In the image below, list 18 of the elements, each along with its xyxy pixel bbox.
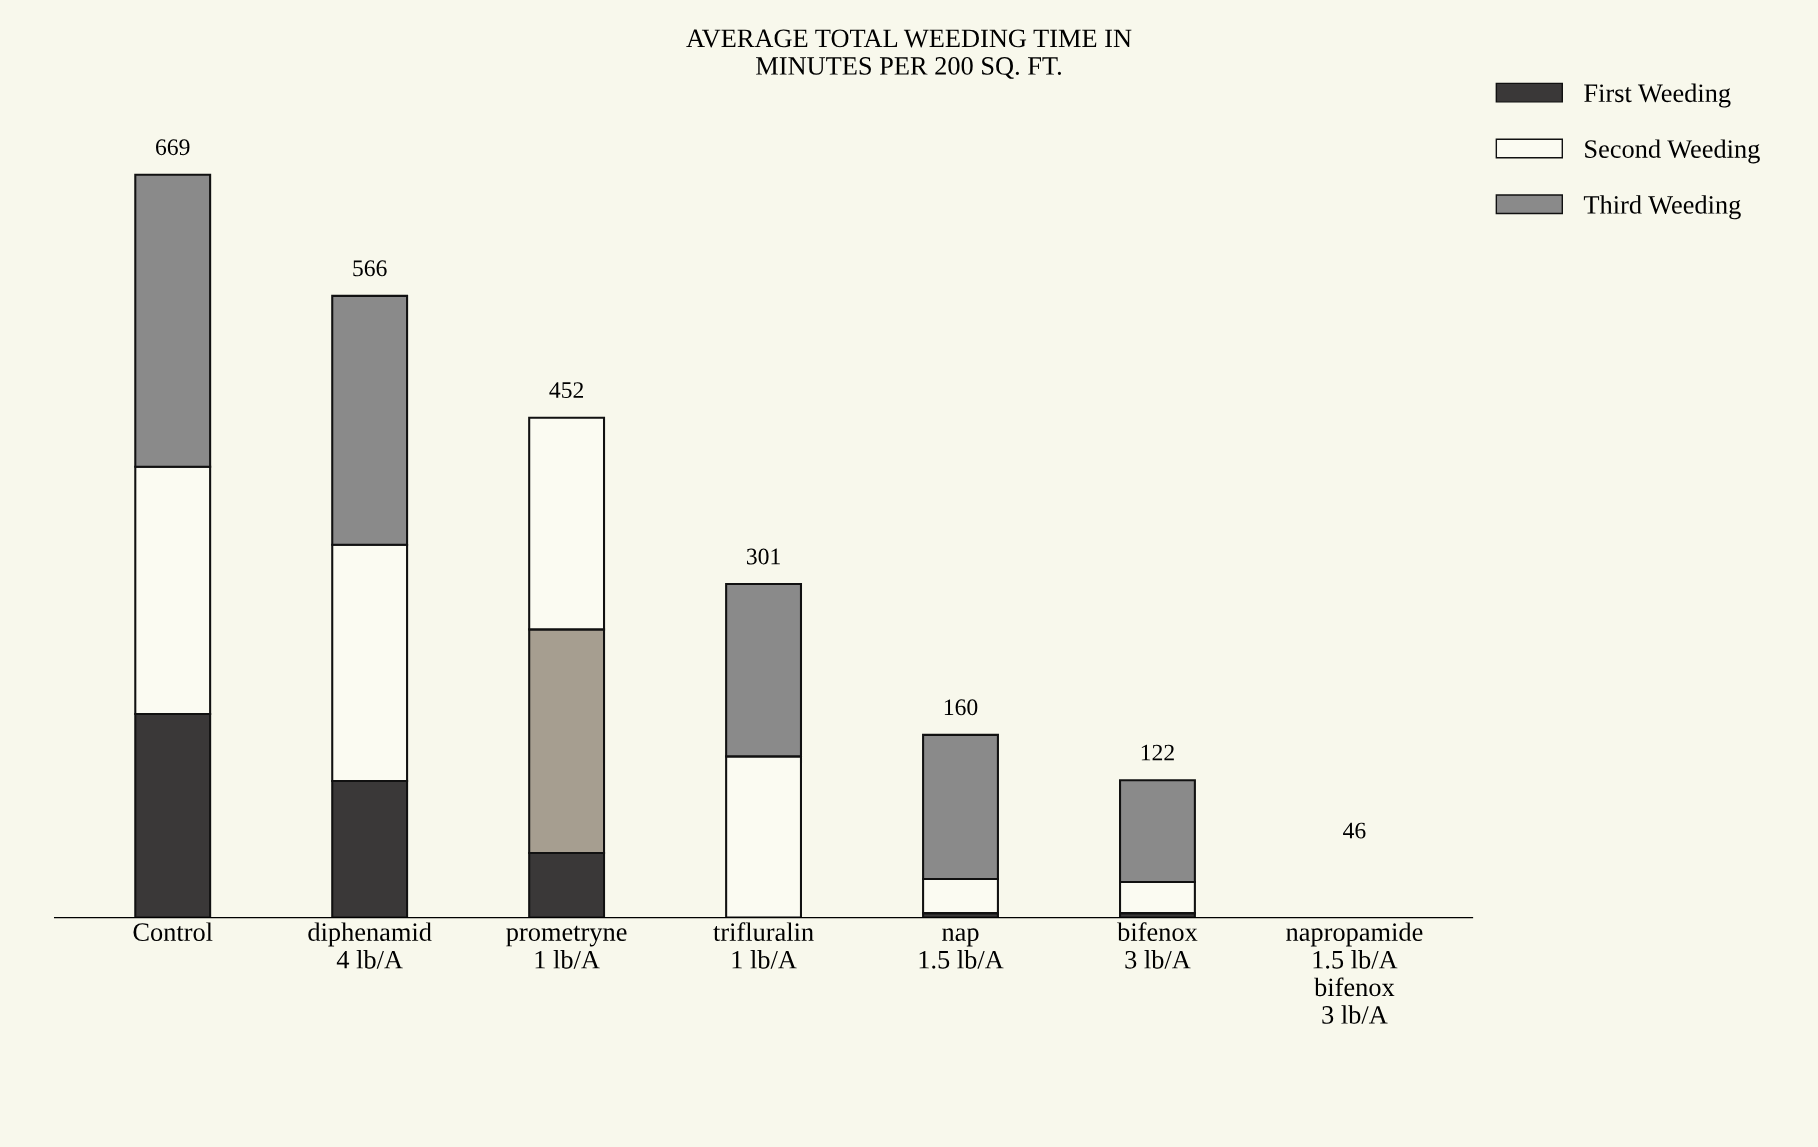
annotation: 122 <box>1141 744 1174 761</box>
x-tick-label: trifluralin 1 lb/A <box>713 922 814 969</box>
x-tick-label: Control <box>133 922 213 942</box>
annotation: 669 <box>156 139 190 156</box>
x-tick-label: bifenox 3 lb/A <box>1117 922 1198 969</box>
annotation: 160 <box>944 699 978 716</box>
annotation: 452 <box>549 382 584 399</box>
annotation: 301 <box>746 548 780 565</box>
chart-title: AVERAGE TOTAL WEEDING TIME IN MINUTES PER 200 SQ. FT. <box>686 29 1132 79</box>
annotation: 46 <box>1343 822 1366 839</box>
x-tick-label: prometryne 1 lb/A <box>506 925 627 969</box>
annotation: 566 <box>353 260 387 277</box>
legend-label: First Weeding <box>1584 83 1731 108</box>
x-tick-label: diphenamid 4 lb/A <box>308 922 432 969</box>
legend-label: Third Weeding <box>1583 195 1741 220</box>
legend-label: Second Weeding <box>1585 139 1760 164</box>
x-tick-label: nap 1.5 lb/A <box>919 928 1004 969</box>
x-tick-label: napropamide 1.5 lb/A bifenox 3 lb/A <box>1286 922 1423 1024</box>
